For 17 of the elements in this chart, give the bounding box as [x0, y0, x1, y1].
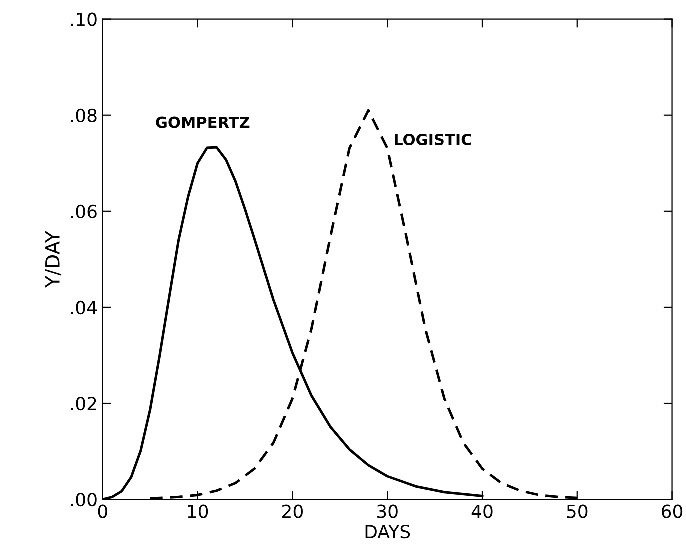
- x-tick-label: 40: [472, 504, 493, 518]
- y-tick-label: .08: [71, 108, 97, 122]
- series-label: GOMPERTZ: [156, 116, 250, 128]
- x-axis-title: DAYS: [366, 524, 410, 539]
- y-tick-label: .10: [71, 12, 97, 26]
- x-tick-label: 10: [188, 504, 208, 518]
- series-label: LOGISTIC: [395, 134, 472, 146]
- x-tick-label: 60: [662, 504, 683, 518]
- y-tick-label: .00: [71, 493, 97, 507]
- y-tick-label: .06: [71, 204, 97, 219]
- y-axis-title: Y/DAY: [46, 231, 62, 288]
- x-tick-label: 0: [98, 504, 108, 518]
- x-tick-label: 20: [282, 504, 303, 518]
- y-tick-label: .04: [71, 300, 98, 315]
- x-tick-label: 30: [377, 504, 398, 518]
- x-tick-label: 50: [567, 504, 588, 518]
- y-tick-label: .02: [71, 396, 96, 411]
